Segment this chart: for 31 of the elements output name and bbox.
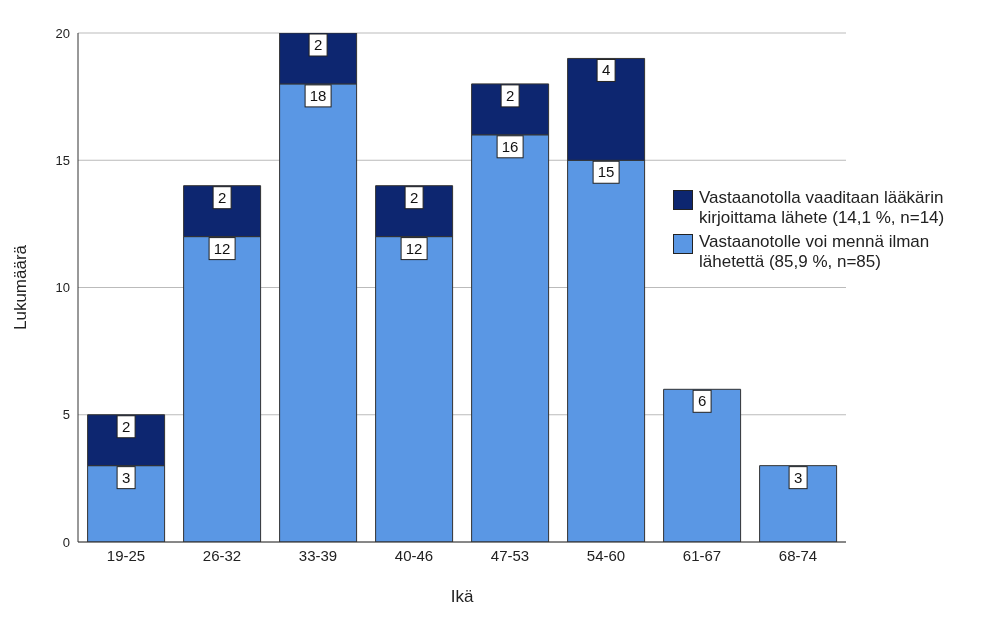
data-label: 6	[697, 392, 707, 410]
x-tick-label: 68-74	[778, 546, 818, 564]
data-label: 12	[213, 239, 231, 257]
data-label: 3	[121, 468, 131, 486]
y-tick-label: 10	[55, 280, 70, 296]
y-axis-title: Lukumäärä	[11, 244, 31, 331]
data-label: 2	[505, 86, 515, 104]
data-label: 15	[597, 163, 615, 181]
y-tick-label: 5	[62, 407, 70, 423]
data-label: 2	[313, 36, 323, 53]
x-tick-label: 19-25	[106, 546, 146, 564]
y-tick-label: 20	[55, 25, 70, 41]
y-tick-label: 0	[62, 534, 70, 550]
data-label: 2	[409, 188, 419, 206]
x-tick-label: 33-39	[298, 546, 338, 564]
data-label: 2	[121, 417, 131, 435]
legend-label: Vastaanotolla vaaditaan lääkärin kirjoittama lähete (14,1 %, n=14)	[699, 188, 946, 228]
data-label: 2	[217, 188, 227, 206]
data-label: 18	[309, 86, 327, 104]
data-label: 3	[793, 468, 803, 486]
x-axis-title: Ikä	[450, 587, 474, 606]
x-tick-label: 61-67	[682, 546, 722, 564]
data-label: 16	[501, 137, 519, 155]
x-tick-label: 40-46	[394, 546, 434, 564]
data-label: 12	[405, 239, 423, 257]
y-tick-label: 15	[55, 152, 70, 168]
x-tick-label: 26-32	[202, 546, 242, 564]
legend-label: Vastaanotolle voi mennä ilman lähetettä (85,9 %, n=85)	[699, 232, 931, 272]
x-tick-label: 54-60	[586, 546, 626, 564]
data-label: 4	[601, 61, 611, 79]
x-tick-label: 47-53	[490, 546, 530, 564]
